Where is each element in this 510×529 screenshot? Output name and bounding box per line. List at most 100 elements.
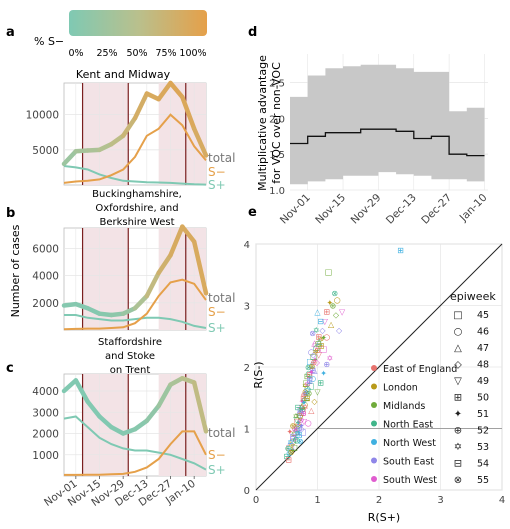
y-tick-label: 4000	[32, 386, 59, 398]
scatter-point: ⊕	[292, 436, 299, 445]
end-label-total: total	[208, 426, 235, 440]
scatter-point: ✦	[301, 399, 308, 408]
scatter-point: ⊕	[302, 389, 309, 398]
series-line-total	[73, 378, 90, 404]
x-tick-label: Dec-27	[419, 192, 454, 227]
scatter-point: ✡	[304, 380, 311, 389]
series-line-s-pos	[63, 165, 207, 186]
colorbar-tick: 0%	[68, 48, 83, 59]
scatter-point: ◇	[305, 385, 312, 394]
scatter-point: ⊕	[330, 302, 337, 311]
legend-label-epiweek: 49	[477, 376, 489, 387]
scatter-point: ○	[301, 400, 308, 409]
series-line-total	[61, 148, 79, 167]
y-tick-label: 10000	[26, 110, 59, 122]
scatter-point: ◇	[310, 351, 317, 360]
y-tick-label: 3000	[32, 407, 59, 419]
scatter-point: ▽	[314, 388, 321, 397]
scatter-point: ⊗	[306, 389, 313, 398]
confidence-ribbon	[290, 64, 485, 185]
scatter-point: △	[311, 366, 318, 375]
legend-marker-region	[371, 457, 377, 464]
series-line-s-pos	[64, 314, 207, 329]
y-tick-label: 2.5	[269, 79, 285, 90]
y-tick-label: 1	[244, 425, 250, 436]
legend-label-region: London	[383, 383, 418, 394]
panel-c-title-line3: on Trent	[110, 365, 151, 376]
scatter-point: ◇	[314, 358, 321, 367]
x-tick-label: Nov-29	[349, 192, 384, 227]
scatter-point: ✡	[317, 335, 324, 344]
scatter-point: ⊟	[300, 394, 307, 403]
scatter-point: ⊟	[317, 317, 324, 326]
legend-label-region: North East	[383, 420, 433, 431]
scatter-point: ⊟	[304, 394, 311, 403]
scatter-point: ⊗	[305, 363, 312, 372]
scatter-point: △	[296, 429, 303, 438]
colorbar-tick: 75%	[155, 48, 176, 59]
scatter-point: ⊞	[296, 431, 303, 440]
legend-marker-epiweek: ▽	[454, 376, 462, 387]
scatter-point: ✡	[312, 348, 319, 357]
panel-c-title-line2: and Stoke	[105, 351, 155, 362]
scatter-point: ✦	[290, 446, 297, 455]
series-line-total	[132, 418, 150, 432]
legend-label-epiweek: 54	[477, 459, 489, 470]
scatter-point: □	[307, 381, 315, 390]
scatter-point: ⊟	[283, 452, 290, 461]
scatter-point: ⊕	[314, 346, 321, 355]
legend-label-region: South West	[383, 475, 437, 486]
end-label-s-pos: S+	[208, 178, 226, 192]
scatter-point: ⊟	[296, 423, 303, 432]
scatter-point: ✦	[295, 418, 302, 427]
scatter-point: ⊞	[299, 405, 306, 414]
panel-d-y-axis-label-line2: for VOC over non-VOC	[270, 62, 283, 184]
scatter-point: ○	[309, 374, 316, 383]
legend-label-epiweek: 47	[477, 343, 489, 354]
x-tick-label: Jan-10	[457, 192, 490, 225]
scatter-point: ○	[313, 343, 320, 352]
scatter-point: ⊕	[323, 360, 330, 369]
panel-letter-d: d	[248, 25, 257, 40]
legend-marker-epiweek: ⊞	[454, 393, 462, 404]
y-tick-label: 1000	[32, 450, 59, 462]
scatter-point: ✦	[286, 428, 293, 437]
scatter-point: ✦	[326, 298, 333, 307]
scatter-point: ▽	[316, 351, 323, 360]
scatter-point: ◇	[333, 311, 340, 320]
scatter-point: ○	[308, 348, 315, 357]
scatter-point: ⊗	[297, 437, 304, 446]
scatter-point: ⊞	[297, 406, 304, 415]
scatter-point: ⊟	[294, 403, 301, 412]
scatter-point: ▽	[322, 317, 329, 326]
scatter-point: ○	[296, 411, 303, 420]
series-line-total	[168, 80, 185, 100]
scatter-point: □	[320, 345, 328, 354]
scatter-point: ⊕	[285, 444, 292, 453]
panel-b-title-line2: Oxfordshire, and	[95, 203, 178, 214]
series-line-s-neg	[63, 113, 207, 184]
panel-letter-c: c	[6, 361, 14, 376]
legend-label-epiweek: 51	[477, 409, 489, 420]
legend-marker-region	[371, 402, 377, 408]
legend-marker-epiweek: ✦	[454, 409, 462, 420]
scatter-point: ⊞	[309, 366, 316, 375]
scatter-point: ▽	[304, 386, 311, 395]
panel-letter-e: e	[248, 205, 257, 220]
end-label-s-neg: S−	[208, 448, 226, 462]
scatter-point: ⊗	[286, 449, 293, 458]
scatter-point: ⊗	[298, 415, 305, 424]
colorbar-gradient	[69, 10, 207, 36]
scatter-point: ✡	[302, 381, 309, 390]
scatter-point: ◇	[295, 420, 302, 429]
y-tick-label: 4000	[32, 271, 59, 283]
legend-label-region: South East	[383, 457, 434, 468]
scatter-point: ⊞	[317, 378, 324, 387]
scatter-point: ▽	[292, 431, 299, 440]
scatter-point: ⊕	[296, 409, 303, 418]
scatter-point: ○	[323, 332, 330, 341]
panel-c-plot: 1000 2000 3000 4000 total S−S+	[32, 373, 235, 477]
scatter-point: △	[316, 337, 323, 346]
series-line-s-pos	[63, 415, 207, 471]
scatter-point: △	[311, 338, 318, 347]
